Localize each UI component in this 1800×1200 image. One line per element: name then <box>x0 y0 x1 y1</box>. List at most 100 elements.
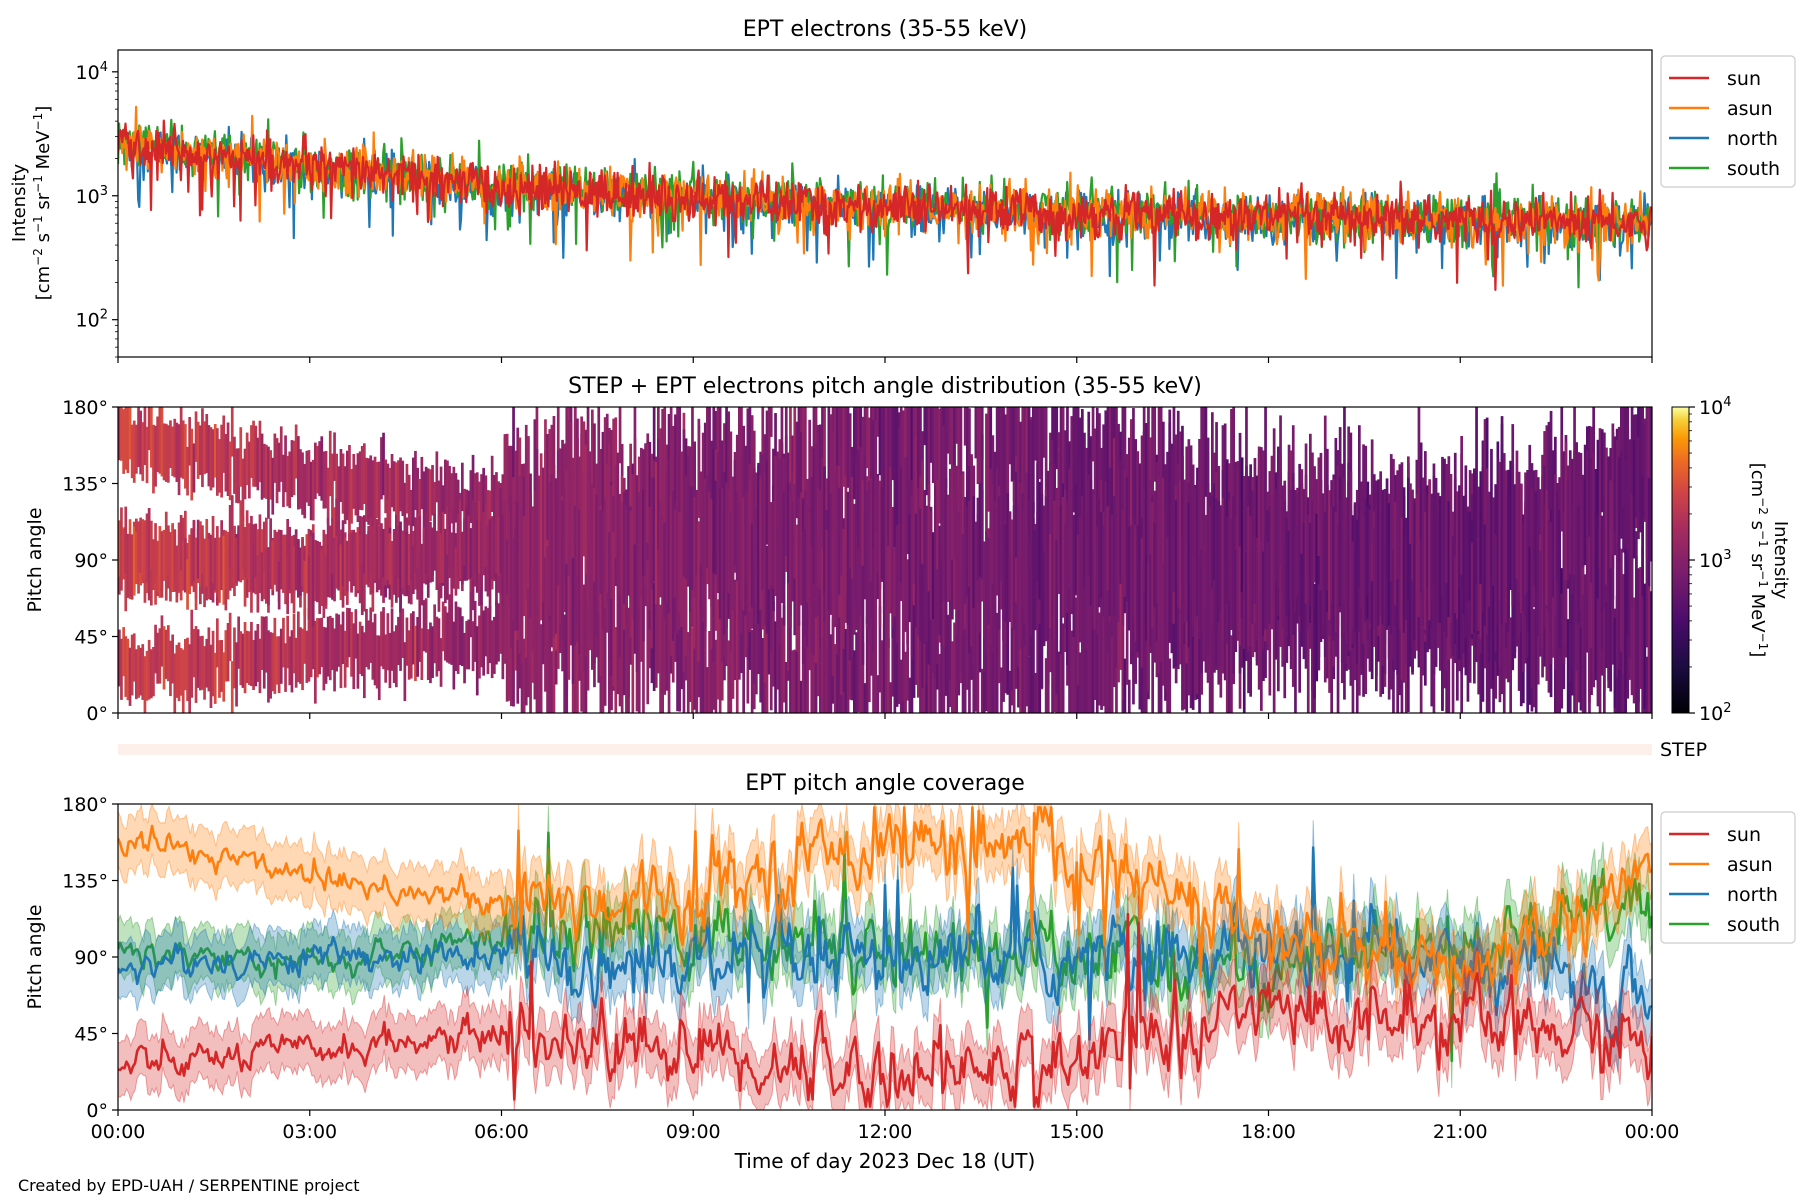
heatmap-cell <box>1264 407 1267 629</box>
heatmap-cell <box>844 407 848 504</box>
heatmap-cell <box>948 407 952 465</box>
heatmap-cell <box>1594 485 1598 638</box>
heatmap-cell <box>706 667 709 713</box>
heatmap-cell <box>1317 457 1321 556</box>
heatmap-cell <box>418 516 422 574</box>
heatmap-cell <box>955 502 958 636</box>
heatmap-cell <box>286 519 289 588</box>
heatmap-cell <box>1317 584 1321 671</box>
heatmap-cell <box>1598 524 1602 645</box>
heatmap-cell <box>373 516 377 581</box>
heatmap-cell <box>729 431 733 548</box>
heatmap-cell <box>1556 491 1559 582</box>
heatmap-cell <box>1162 421 1165 522</box>
heatmap-cell <box>1162 593 1165 686</box>
heatmap-cell <box>1515 561 1519 647</box>
heatmap-cell <box>1647 407 1651 493</box>
heatmap-cell <box>1202 407 1206 525</box>
heatmap-cell <box>631 474 635 619</box>
heatmap-cell <box>1564 441 1568 580</box>
heatmap-cell <box>177 642 181 702</box>
heatmap-cell <box>220 640 223 692</box>
heatmap-cell <box>1078 517 1082 643</box>
heatmap-cell <box>1372 528 1376 630</box>
heatmap-cell <box>241 458 245 522</box>
heatmap-cell <box>1021 407 1025 525</box>
legend-label-asun: asun <box>1727 98 1773 120</box>
heatmap-cell <box>324 451 328 509</box>
heatmap-cell <box>156 540 159 593</box>
heatmap-cell <box>282 617 285 668</box>
heatmap-cell <box>703 486 707 632</box>
heatmap-cell <box>433 604 436 664</box>
heatmap-cell <box>776 527 779 628</box>
heatmap-cell <box>819 490 822 591</box>
heatmap-cell <box>1151 502 1154 628</box>
heatmap-cell <box>337 614 341 667</box>
heatmap-cell <box>429 521 432 583</box>
heatmap-cell <box>671 490 675 599</box>
heatmap-cell <box>303 463 307 519</box>
coverage-band-sun <box>118 886 1652 1110</box>
heatmap-cell <box>684 475 688 579</box>
heatmap-cell <box>1632 597 1636 704</box>
heatmap-cell <box>938 653 941 713</box>
heatmap-cell <box>1234 550 1238 652</box>
heatmap-cell <box>1447 456 1451 540</box>
heatmap-cell <box>380 437 383 500</box>
heatmap-cell <box>1428 479 1431 621</box>
heatmap-cell <box>1562 511 1566 665</box>
heatmap-cell <box>1000 667 1003 713</box>
heatmap-cell <box>808 512 811 600</box>
heatmap-cell <box>727 411 730 539</box>
units-part: [cm <box>33 266 54 300</box>
y-tick-label: 90° <box>74 550 108 572</box>
heatmap-cell <box>733 581 737 681</box>
heatmap-cell <box>912 407 916 584</box>
heatmap-cell <box>501 515 505 606</box>
heatmap-cell <box>328 615 332 681</box>
heatmap-cell <box>556 469 560 586</box>
heatmap-cell <box>951 407 954 560</box>
heatmap-cell <box>1125 580 1129 685</box>
heatmap-cell <box>1609 480 1613 569</box>
step-strip <box>118 744 1652 755</box>
heatmap-cell <box>499 488 503 573</box>
heatmap-cell <box>1411 535 1414 673</box>
heatmap-cell <box>535 472 539 585</box>
heatmap-cell <box>218 439 221 493</box>
heatmap-cell <box>1524 472 1527 595</box>
heatmap-cell <box>1187 502 1191 648</box>
heatmap-cell <box>390 454 394 508</box>
heatmap-cell <box>891 506 895 628</box>
heatmap-cell <box>804 599 807 713</box>
heatmap-cell <box>322 626 326 691</box>
heatmap-cell <box>1343 575 1346 700</box>
plot-area <box>118 804 1652 1110</box>
heatmap-cell <box>299 547 302 596</box>
units-part: −2 <box>31 248 45 266</box>
heatmap-cell <box>1274 488 1278 582</box>
heatmap-cell <box>539 624 543 713</box>
heatmap-cell <box>591 409 594 507</box>
heatmap-cell <box>689 486 692 612</box>
heatmap-cell <box>891 407 895 481</box>
heatmap-cell <box>433 482 436 531</box>
heatmap-cell <box>1353 502 1357 632</box>
heatmap-cell <box>1006 492 1010 637</box>
heatmap-cell <box>823 466 826 594</box>
heatmap-cell <box>401 608 405 658</box>
heatmap-cell <box>1568 459 1572 575</box>
heatmap-cell <box>1036 463 1039 582</box>
heatmap-cell <box>490 620 494 679</box>
heatmap-cell <box>395 625 398 688</box>
heatmap-cell <box>593 548 596 664</box>
heatmap-cell <box>902 523 905 644</box>
heatmap-cell <box>887 546 890 649</box>
heatmap-cell <box>1377 479 1380 626</box>
heatmap-cell <box>801 407 805 507</box>
heatmap-cell <box>514 526 517 631</box>
heatmap-cell <box>311 619 315 670</box>
heatmap-cell <box>1647 477 1651 587</box>
heatmap-cell <box>750 524 754 608</box>
